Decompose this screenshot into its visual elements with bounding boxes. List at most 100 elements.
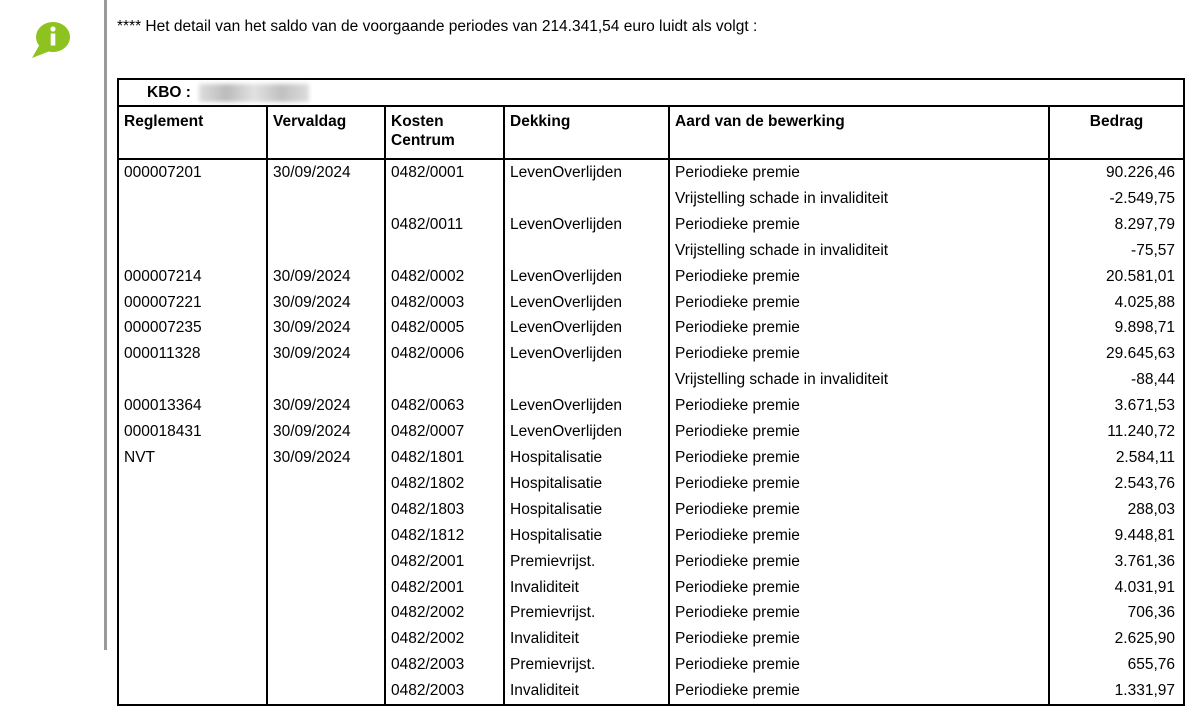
cell-vervaldag: 30/09/2024 bbox=[267, 341, 386, 368]
table-row: 0482/2001 Invaliditeit Periodieke premie 4.… bbox=[119, 574, 1183, 601]
table-row: 000007214 30/09/2024 0482/0002 LevenOverlij… bbox=[119, 263, 1183, 290]
cell-bedrag: 11.240,72 bbox=[1107, 423, 1175, 441]
table-row: 0482/0011 LevenOverlijden Periodieke premi… bbox=[119, 211, 1183, 238]
kbo-row: KBO : bbox=[119, 80, 1183, 107]
cell-bedrag: 2.584,11 bbox=[1115, 448, 1175, 466]
cell-dekking bbox=[504, 237, 670, 264]
table-row: 000011328 30/09/2024 0482/0006 LevenOverlij… bbox=[119, 341, 1183, 368]
cell-aard: Periodieke premie bbox=[669, 600, 1050, 627]
table-row: 000013364 30/09/2024 0482/0063 LevenOverlij… bbox=[119, 393, 1183, 420]
cell-dekking bbox=[504, 367, 670, 394]
cell-kosten-centrum bbox=[385, 237, 505, 264]
cell-bedrag: 9.898,71 bbox=[1114, 319, 1175, 337]
cell-kosten-centrum: 0482/2001 bbox=[385, 574, 505, 601]
cell-vervaldag: 30/09/2024 bbox=[267, 393, 386, 420]
cell-bedrag: 4.025,88 bbox=[1114, 293, 1175, 311]
cell-reglement bbox=[119, 496, 268, 523]
cell-bedrag: 706,36 bbox=[1127, 604, 1175, 622]
cell-vervaldag: 30/09/2024 bbox=[267, 159, 386, 186]
table-row: Vrijstelling schade in invaliditeit -88,4… bbox=[119, 367, 1183, 394]
cell-bedrag: 20.581,01 bbox=[1106, 267, 1175, 285]
table-row: 0482/1803 Hospitalisatie Periodieke premie… bbox=[119, 496, 1183, 523]
table-row: 0482/2003 Invaliditeit Periodieke premie 1.… bbox=[119, 678, 1183, 705]
cell-kosten-centrum: 0482/0005 bbox=[385, 315, 505, 342]
cell-vervaldag: 30/09/2024 bbox=[267, 419, 386, 445]
cell-dekking: Invaliditeit bbox=[504, 626, 670, 653]
cell-reglement bbox=[119, 522, 268, 549]
table-header-row: Reglement Vervaldag Kosten Centrum Dekking A… bbox=[119, 107, 1183, 160]
cell-reglement bbox=[119, 211, 268, 238]
cell-vervaldag bbox=[267, 678, 386, 705]
cell-aard: Periodieke premie bbox=[669, 470, 1050, 497]
cell-dekking: LevenOverlijden bbox=[504, 419, 670, 445]
header-bedrag: Bedrag bbox=[1049, 107, 1183, 160]
cell-bedrag: 8.297,79 bbox=[1114, 215, 1175, 233]
cell-vervaldag bbox=[267, 652, 386, 679]
cell-kosten-centrum: 0482/0007 bbox=[385, 419, 505, 445]
cell-kosten-centrum: 0482/1812 bbox=[385, 522, 505, 549]
cell-bedrag: 3.671,53 bbox=[1114, 397, 1175, 415]
cell-dekking: LevenOverlijden bbox=[504, 159, 670, 186]
cell-kosten-centrum: 0482/0001 bbox=[385, 159, 505, 186]
info-speech-bubble-icon bbox=[30, 18, 76, 60]
table-row: Vrijstelling schade in invaliditeit -2.54… bbox=[119, 185, 1183, 212]
cell-reglement: NVT bbox=[119, 444, 268, 471]
cell-reglement: 000013364 bbox=[119, 393, 268, 420]
cell-reglement bbox=[119, 237, 268, 264]
cell-kosten-centrum: 0482/0006 bbox=[385, 341, 505, 368]
cell-vervaldag bbox=[267, 496, 386, 523]
cell-dekking: LevenOverlijden bbox=[504, 263, 670, 290]
cell-dekking: LevenOverlijden bbox=[504, 315, 670, 342]
cell-vervaldag bbox=[267, 522, 386, 549]
cell-kosten-centrum: 0482/2003 bbox=[385, 678, 505, 705]
cell-dekking: Hospitalisatie bbox=[504, 522, 670, 549]
cell-aard: Vrijstelling schade in invaliditeit bbox=[669, 185, 1050, 212]
header-aard: Aard van de bewerking bbox=[669, 107, 1050, 160]
cell-reglement bbox=[119, 367, 268, 394]
cell-dekking: Invaliditeit bbox=[504, 574, 670, 601]
cell-dekking: LevenOverlijden bbox=[504, 341, 670, 368]
cell-bedrag: 2.543,76 bbox=[1114, 474, 1175, 492]
table-row: 0482/2001 Premievrijst. Periodieke premie 3… bbox=[119, 548, 1183, 575]
cell-bedrag: 655,76 bbox=[1127, 656, 1175, 674]
cell-reglement bbox=[119, 600, 268, 627]
cell-reglement: 000018431 bbox=[119, 419, 268, 445]
cell-aard: Periodieke premie bbox=[669, 496, 1050, 523]
cell-aard: Periodieke premie bbox=[669, 315, 1050, 342]
cell-kosten-centrum: 0482/0011 bbox=[385, 211, 505, 238]
cell-kosten-centrum: 0482/0002 bbox=[385, 263, 505, 290]
cell-bedrag: 9.448,81 bbox=[1114, 526, 1175, 544]
header-dekking: Dekking bbox=[504, 107, 670, 160]
table-row: 0482/1802 Hospitalisatie Periodieke premie… bbox=[119, 470, 1183, 497]
header-kosten-centrum: Kosten Centrum bbox=[385, 107, 505, 160]
cell-aard: Periodieke premie bbox=[669, 211, 1050, 238]
table-row: 000018431 30/09/2024 0482/0007 LevenOverlij… bbox=[119, 419, 1183, 445]
cell-dekking: Hospitalisatie bbox=[504, 470, 670, 497]
cell-kosten-centrum: 0482/1802 bbox=[385, 470, 505, 497]
cell-bedrag: -75,57 bbox=[1131, 241, 1175, 259]
cell-kosten-centrum: 0482/1803 bbox=[385, 496, 505, 523]
cell-aard: Periodieke premie bbox=[669, 419, 1050, 445]
cell-dekking: LevenOverlijden bbox=[504, 289, 670, 316]
table-row: 0482/2003 Premievrijst. Periodieke premie 6… bbox=[119, 652, 1183, 679]
cell-dekking: LevenOverlijden bbox=[504, 393, 670, 420]
cell-aard: Periodieke premie bbox=[669, 444, 1050, 471]
cell-aard: Periodieke premie bbox=[669, 678, 1050, 705]
cell-dekking: Premievrijst. bbox=[504, 652, 670, 679]
cell-vervaldag bbox=[267, 211, 386, 238]
cell-vervaldag bbox=[267, 574, 386, 601]
cell-dekking: Premievrijst. bbox=[504, 548, 670, 575]
cell-vervaldag bbox=[267, 367, 386, 394]
cell-dekking: Hospitalisatie bbox=[504, 444, 670, 471]
cell-bedrag: 288,03 bbox=[1127, 500, 1175, 518]
cell-reglement: 000011328 bbox=[119, 341, 268, 368]
cell-vervaldag bbox=[267, 548, 386, 575]
page-margin-line bbox=[104, 0, 107, 650]
kbo-number-redacted bbox=[198, 83, 309, 102]
cell-aard: Periodieke premie bbox=[669, 289, 1050, 316]
cell-reglement: 000007201 bbox=[119, 159, 268, 186]
cell-aard: Periodieke premie bbox=[669, 652, 1050, 679]
kbo-label: KBO : bbox=[147, 83, 191, 101]
table-row: NVT 30/09/2024 0482/1801 Hospitalisatie Peri… bbox=[119, 444, 1183, 471]
balance-detail-table: KBO : Reglement Vervaldag Kosten Centrum De… bbox=[117, 78, 1185, 707]
